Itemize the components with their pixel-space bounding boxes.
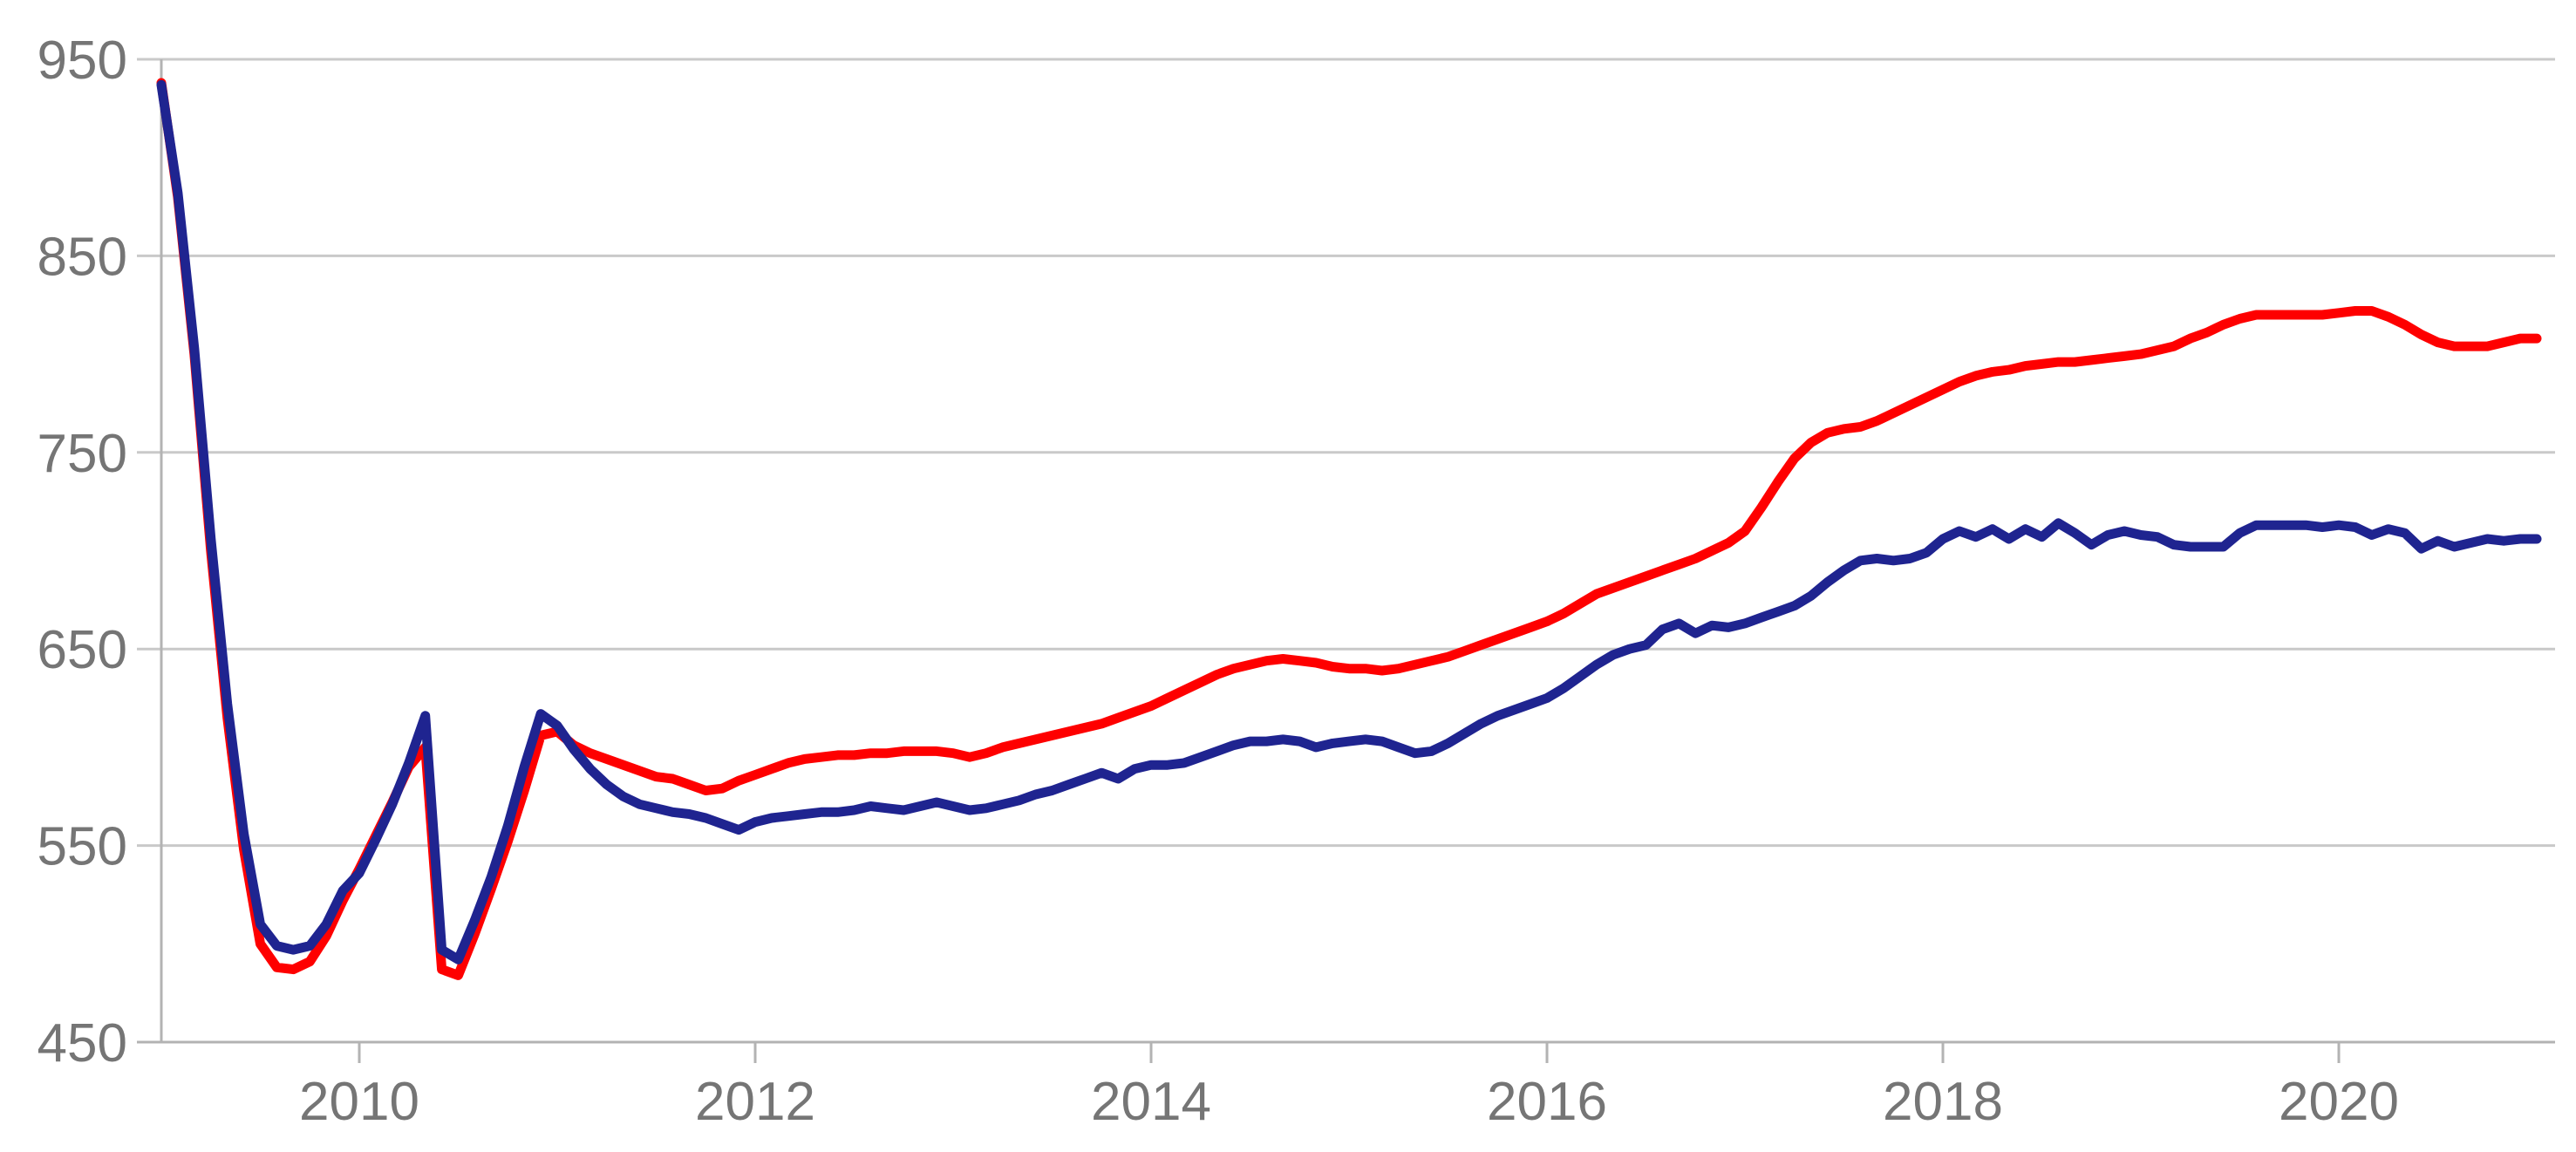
y-tick-label: 850 <box>37 227 127 287</box>
x-tick-label: 2018 <box>1883 1072 2003 1132</box>
y-tick-label: 650 <box>37 620 127 680</box>
navy-line <box>156 79 2542 965</box>
x-tick-label: 2016 <box>1487 1072 1607 1132</box>
y-tick-label: 950 <box>37 31 127 91</box>
x-tick-label: 2010 <box>299 1072 419 1132</box>
x-tick-label: 2014 <box>1091 1072 1211 1132</box>
y-tick-label: 550 <box>37 817 127 877</box>
y-tick-label: 450 <box>37 1013 127 1074</box>
x-tick-label: 2020 <box>2279 1072 2399 1132</box>
gridlines <box>137 58 2555 1044</box>
y-tick-label: 750 <box>37 424 127 484</box>
red-line <box>156 78 2542 980</box>
x-axis-labels: 2010 2012 2014 2016 2018 2020 <box>299 1072 2399 1132</box>
x-tick-label: 2012 <box>695 1072 815 1132</box>
y-axis-labels: 450 550 650 750 850 950 <box>37 31 127 1074</box>
x-tick-marks <box>358 1042 2341 1063</box>
data-series <box>156 78 2542 980</box>
